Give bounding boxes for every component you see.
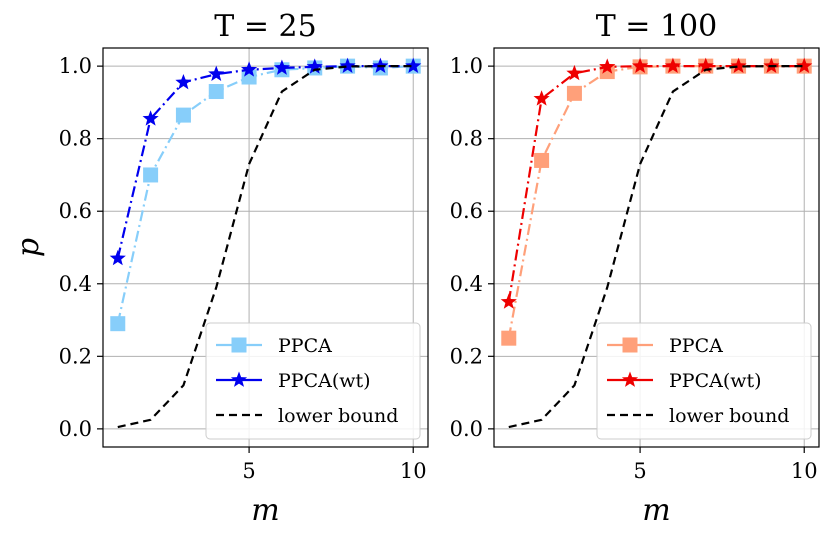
data-point bbox=[306, 58, 323, 74]
data-point bbox=[533, 90, 550, 106]
legend-marker bbox=[231, 337, 247, 353]
data-point bbox=[143, 167, 159, 183]
data-point bbox=[241, 61, 258, 77]
data-point bbox=[566, 64, 583, 81]
legend-label: lower bound bbox=[669, 405, 789, 427]
legend-label: PPCA(wt) bbox=[669, 370, 762, 392]
data-point bbox=[599, 58, 616, 74]
x-tick-label: 5 bbox=[242, 459, 255, 483]
series-ppca bbox=[501, 58, 812, 346]
legend-label: PPCA bbox=[278, 335, 332, 357]
data-point bbox=[110, 316, 126, 332]
x-axis-label: m bbox=[642, 493, 670, 528]
series-line bbox=[507, 65, 805, 303]
legend-entry: lower bound bbox=[216, 405, 398, 427]
axes-frame bbox=[102, 47, 429, 448]
y-tick-label: 1.0 bbox=[59, 54, 92, 78]
x-tick-label: 10 bbox=[400, 459, 427, 483]
data-point bbox=[109, 249, 126, 266]
data-point bbox=[697, 57, 714, 74]
y-tick-label: 0.8 bbox=[450, 127, 483, 151]
y-tick-label: 0.6 bbox=[450, 199, 483, 223]
legend-marker bbox=[621, 371, 639, 387]
series-ppca bbox=[110, 58, 421, 332]
data-point bbox=[175, 107, 191, 123]
y-tick-label: 0.6 bbox=[59, 199, 92, 223]
series-ppca-wt- bbox=[109, 57, 422, 266]
y-tick-label: 0.4 bbox=[59, 272, 92, 296]
series-line bbox=[507, 65, 805, 339]
series-line bbox=[116, 65, 414, 324]
subplot-title: T = 100 bbox=[596, 9, 717, 44]
y-axis-label: p bbox=[11, 238, 46, 257]
data-point bbox=[208, 65, 225, 81]
subplot-2: 5 10 0.0 0.2 0.4 0.6 0.8 1.0 T = 100 m PPCA PPCA(wt… bbox=[450, 9, 820, 528]
axes-frame bbox=[493, 47, 820, 448]
y-tick-label: 0.8 bbox=[59, 127, 92, 151]
subplot-title: T = 25 bbox=[214, 9, 316, 44]
legend-entry: lower bound bbox=[607, 405, 789, 427]
x-axis-label: m bbox=[251, 493, 279, 528]
legend-label: PPCA bbox=[669, 335, 723, 357]
legend-entry: PPCA(wt) bbox=[216, 370, 371, 392]
legend-label: lower bound bbox=[278, 405, 398, 427]
x-tick-label: 5 bbox=[633, 459, 646, 483]
x-tick-label: 10 bbox=[791, 459, 818, 483]
data-point bbox=[500, 293, 517, 309]
data-point bbox=[534, 152, 550, 168]
data-point bbox=[501, 330, 517, 346]
legend-entry: PPCA bbox=[216, 335, 332, 357]
legend: PPCA PPCA(wt) lower bound bbox=[205, 322, 421, 440]
data-point bbox=[175, 73, 192, 90]
data-point bbox=[405, 57, 422, 74]
data-point bbox=[566, 85, 582, 101]
series-lower-bound bbox=[508, 65, 805, 429]
data-point bbox=[208, 84, 224, 100]
legend-box bbox=[205, 322, 421, 440]
y-tick-label: 0.2 bbox=[59, 344, 92, 368]
series-ppca-wt- bbox=[500, 57, 813, 309]
data-point bbox=[142, 110, 159, 126]
data-point bbox=[664, 57, 681, 74]
series-line bbox=[117, 65, 414, 429]
legend-marker bbox=[622, 337, 638, 353]
series-lower-bound bbox=[117, 65, 414, 429]
data-point bbox=[273, 59, 290, 75]
data-point bbox=[339, 57, 356, 74]
y-tick-label: 0.0 bbox=[59, 417, 92, 441]
legend-marker bbox=[230, 371, 248, 387]
legend-entry: PPCA bbox=[607, 335, 723, 357]
legend-label: PPCA(wt) bbox=[278, 370, 371, 392]
y-tick-label: 0.2 bbox=[450, 344, 483, 368]
data-point bbox=[796, 57, 813, 74]
data-point bbox=[632, 57, 649, 74]
y-tick-label: 1.0 bbox=[450, 54, 483, 78]
legend-box bbox=[596, 322, 812, 440]
legend: PPCA PPCA(wt) lower bound bbox=[596, 322, 812, 440]
series-line bbox=[508, 65, 805, 429]
y-tick-label: 0.4 bbox=[450, 272, 483, 296]
data-point bbox=[730, 57, 747, 74]
y-tick-label: 0.0 bbox=[450, 417, 483, 441]
series-line bbox=[116, 65, 414, 259]
subplot-1: 5 10 0.0 0.2 0.4 0.6 0.8 1.0 T = 25 m p PPCA PPCA(wt… bbox=[11, 9, 429, 528]
legend-entry: PPCA(wt) bbox=[607, 370, 762, 392]
